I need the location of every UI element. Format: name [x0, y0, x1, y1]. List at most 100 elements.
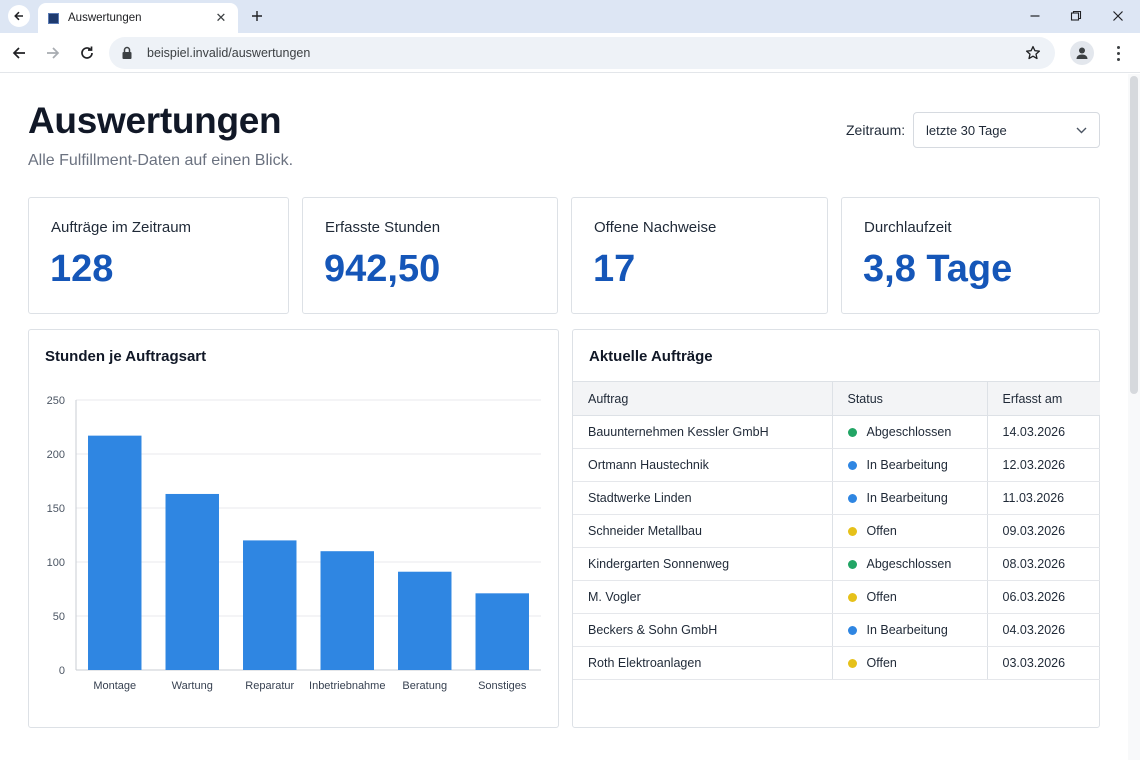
kpi-card-lead-time: Durchlaufzeit 3,8 Tage: [841, 197, 1100, 314]
tab-strip-back-button[interactable]: [8, 5, 30, 27]
tab-title: Auswertungen: [68, 12, 142, 24]
order-date: 06.03.2026: [986, 580, 1100, 614]
order-date: 12.03.2026: [986, 448, 1100, 482]
browser-toolbar: beispiel.invalid/auswertungen: [0, 33, 1140, 73]
table-row[interactable]: Roth Elektroanlagen Offen 03.03.2026: [573, 646, 1100, 680]
order-date: 09.03.2026: [986, 514, 1100, 548]
bar: [398, 571, 452, 670]
kpi-card-orders: Aufträge im Zeitraum 128: [28, 197, 289, 314]
kpi-value: 3,8 Tage: [863, 248, 1013, 290]
order-name: Kindergarten Sonnenweg: [573, 547, 832, 581]
arrow-right-icon: [47, 47, 60, 59]
restore-icon: [1070, 10, 1082, 21]
forward-button[interactable]: [41, 41, 65, 65]
order-status: Offen: [831, 514, 987, 548]
close-icon: [1113, 11, 1123, 21]
y-tick-label: 150: [47, 503, 65, 515]
column-header-date[interactable]: Erfasst am: [986, 381, 1100, 416]
table-row[interactable]: Bauunternehmen Kessler GmbH Abgeschlossen…: [573, 415, 1100, 449]
order-status: Offen: [831, 580, 987, 614]
kpi-value: 128: [50, 248, 114, 290]
table-row[interactable]: Beckers & Sohn GmbH In Bearbeitung 04.03.2…: [573, 613, 1100, 647]
orders-title: Aktuelle Aufträge: [589, 348, 713, 365]
reload-button[interactable]: [75, 41, 99, 65]
favicon-icon: [48, 12, 59, 24]
order-date: 14.03.2026: [986, 415, 1100, 449]
order-name: Roth Elektroanlagen: [573, 646, 832, 680]
table-header-row: Auftrag Status Erfasst am: [573, 381, 1100, 416]
x-tick-label: Sonstiges: [478, 680, 527, 692]
order-date: 04.03.2026: [986, 613, 1100, 647]
order-status: Abgeschlossen: [831, 547, 987, 581]
order-status: In Bearbeitung: [831, 613, 987, 647]
minimize-icon: [1030, 15, 1040, 17]
status-label: In Bearbeitung: [866, 623, 948, 637]
status-label: In Bearbeitung: [866, 458, 948, 472]
arrow-left-icon: [12, 47, 25, 59]
kpi-label: Erfasste Stunden: [325, 219, 441, 236]
bar-chart: 0 50 100 150 200 250 Montage Wartung Reparatur In…: [47, 395, 541, 692]
order-status: Abgeschlossen: [831, 415, 987, 449]
y-tick-label: 50: [53, 611, 65, 623]
kpi-label: Durchlaufzeit: [864, 219, 952, 236]
status-dot-icon: [847, 428, 857, 437]
column-header-status[interactable]: Status: [831, 381, 987, 416]
order-status: In Bearbeitung: [831, 481, 987, 515]
scrollbar-thumb[interactable]: [1130, 76, 1138, 394]
order-status: In Bearbeitung: [831, 448, 987, 482]
chart-panel: Stunden je Auftragsart 0 50 100 150 200 250 Mo…: [28, 329, 559, 728]
x-tick-label: Inbetriebnahme: [309, 680, 385, 692]
y-tick-label: 250: [47, 395, 65, 407]
page-subtitle: Alle Fulfillment-Daten auf einen Blick.: [28, 152, 294, 169]
status-dot-icon: [847, 659, 857, 668]
order-date: 11.03.2026: [986, 481, 1100, 515]
window-restore-button[interactable]: [1066, 6, 1086, 26]
status-label: Offen: [866, 590, 897, 604]
orders-table: Auftrag Status Erfasst am Bauunternehmen…: [573, 381, 1100, 680]
status-dot-icon: [847, 527, 857, 536]
order-name: Schneider Metallbau: [573, 514, 832, 548]
profile-avatar-icon[interactable]: [1070, 41, 1094, 65]
table-row[interactable]: Kindergarten Sonnenweg Abgeschlossen 08.03…: [573, 547, 1100, 581]
period-select-value: letzte 30 Tage: [926, 122, 1007, 138]
browser-menu-icon[interactable]: [1108, 41, 1128, 65]
address-bar[interactable]: beispiel.invalid/auswertungen: [109, 37, 1055, 69]
x-tick-label: Montage: [93, 680, 136, 692]
status-label: Abgeschlossen: [866, 557, 952, 571]
y-tick-label: 200: [47, 449, 65, 461]
page-title: Auswertungen: [28, 100, 282, 141]
kpi-card-open-proofs: Offene Nachweise 17: [571, 197, 828, 314]
bar: [320, 551, 374, 670]
order-status: Offen: [831, 646, 987, 680]
window-minimize-button[interactable]: [1025, 6, 1045, 26]
order-date: 08.03.2026: [986, 547, 1100, 581]
order-name: Stadtwerke Linden: [573, 481, 832, 515]
tab-close-icon[interactable]: ✕: [215, 10, 227, 25]
bookmark-star-icon[interactable]: [1023, 43, 1043, 63]
column-header-order[interactable]: Auftrag: [573, 381, 832, 416]
table-row[interactable]: Schneider Metallbau Offen 09.03.2026: [573, 514, 1100, 548]
x-tick-label: Reparatur: [245, 680, 294, 692]
x-tick-label: Wartung: [172, 680, 213, 692]
chevron-down-icon: [1076, 127, 1087, 133]
bar: [165, 493, 219, 670]
browser-tab-active[interactable]: Auswertungen ✕: [38, 3, 238, 33]
table-row[interactable]: Ortmann Haustechnik In Bearbeitung 12.03.2…: [573, 448, 1100, 482]
url-text: beispiel.invalid/auswertungen: [147, 46, 311, 60]
y-tick-label: 0: [59, 665, 65, 677]
status-dot-icon: [847, 560, 857, 569]
back-button[interactable]: [7, 41, 31, 65]
order-name: M. Vogler: [573, 580, 832, 614]
orders-panel: Aktuelle Aufträge Auftrag Status Erfasst…: [572, 329, 1100, 728]
order-name: Bauunternehmen Kessler GmbH: [573, 415, 832, 449]
table-row[interactable]: M. Vogler Offen 06.03.2026: [573, 580, 1100, 614]
y-tick-label: 100: [47, 557, 65, 569]
status-label: Offen: [866, 656, 897, 670]
table-row[interactable]: Stadtwerke Linden In Bearbeitung 11.03.202…: [573, 481, 1100, 515]
period-select[interactable]: letzte 30 Tage: [913, 112, 1100, 148]
new-tab-button[interactable]: [247, 6, 267, 26]
kpi-value: 942,50: [324, 248, 441, 290]
kpi-label: Aufträge im Zeitraum: [51, 219, 192, 236]
status-dot-icon: [847, 626, 857, 635]
window-close-button[interactable]: [1108, 6, 1128, 26]
